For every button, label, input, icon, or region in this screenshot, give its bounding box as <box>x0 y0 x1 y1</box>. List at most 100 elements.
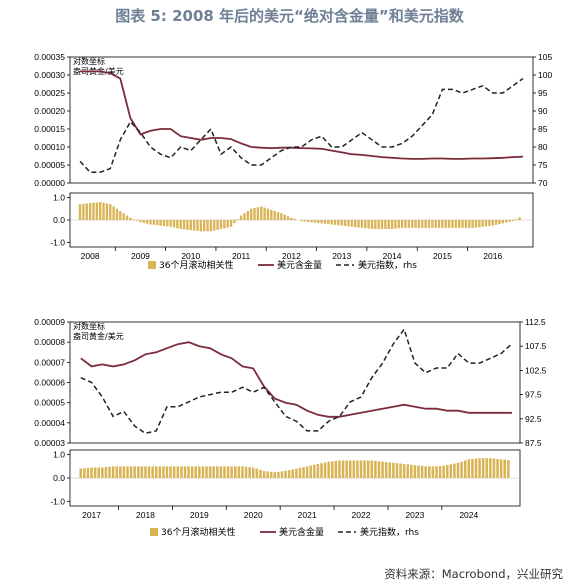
corr-bar <box>492 458 496 478</box>
corr-bar <box>420 465 424 478</box>
right-axis-tick-label: 107.5 <box>525 341 547 351</box>
left-axis-tick-label: 0.00003 <box>34 438 65 448</box>
corr-bar <box>192 220 196 231</box>
axis-annotation: 对数坐标 <box>73 56 105 66</box>
corr-bar <box>276 212 280 220</box>
corr-bar <box>269 471 273 478</box>
corr-bar <box>223 466 226 478</box>
corr-bar <box>139 220 142 223</box>
corr-bar <box>115 208 119 220</box>
corr-bar <box>303 220 307 222</box>
corr-bar <box>90 467 93 478</box>
corr-bar <box>316 464 320 478</box>
x-axis-tick-label: 2016 <box>483 251 502 261</box>
corr-bar <box>370 460 374 478</box>
corr-bar <box>488 220 491 226</box>
corr-bar <box>395 463 399 478</box>
corr-bar <box>270 209 273 220</box>
corr-bar <box>186 220 189 230</box>
corr-bar <box>481 458 485 478</box>
x-axis-tick-label: 2012 <box>282 251 301 261</box>
corr-bar <box>273 472 277 478</box>
corr-bar <box>147 466 151 478</box>
corr-bar <box>394 220 397 229</box>
corr-bar <box>390 220 394 229</box>
corr-bar <box>320 220 323 224</box>
corr-bar <box>345 460 348 478</box>
legend-swatch-corr <box>150 528 158 536</box>
corr-bar <box>417 465 420 478</box>
corr-bar <box>359 460 363 478</box>
corr-bar <box>162 220 166 226</box>
corr-bar <box>348 460 352 478</box>
corr-bar <box>115 466 118 478</box>
corr-bar <box>347 220 350 227</box>
corr-bar <box>374 220 377 229</box>
corr-bar <box>414 220 417 228</box>
corr-bar <box>341 460 345 478</box>
corr-bar <box>280 213 283 220</box>
corr-bar <box>384 220 387 229</box>
main-plot-frame <box>69 56 534 184</box>
corr-bar <box>481 220 484 227</box>
corr-bar <box>356 460 359 478</box>
corr-axis-tick-label: 0.0 <box>53 215 65 225</box>
corr-bar <box>484 220 488 227</box>
corr-bar <box>387 220 390 229</box>
corr-bar <box>255 468 259 478</box>
corr-bar <box>458 220 461 228</box>
corr-bar <box>434 220 437 228</box>
corr-bar <box>323 462 327 478</box>
legend-label-corr: 36个月滚动相关性 <box>161 526 235 538</box>
corr-bar <box>187 466 190 478</box>
corr-bar <box>463 460 467 478</box>
corr-bar <box>145 220 149 224</box>
corr-bar <box>283 214 286 220</box>
corr-bar <box>253 208 256 220</box>
left-axis-tick-label: 0.00015 <box>34 124 65 134</box>
corr-bar <box>99 202 102 220</box>
corr-bar <box>507 460 510 478</box>
corr-bar <box>280 471 284 478</box>
corr-bar <box>424 466 427 478</box>
corr-bar <box>445 465 449 478</box>
corr-axis-tick-label: 1.0 <box>53 193 65 203</box>
corr-bar <box>140 466 144 478</box>
x-axis-tick-label: 2024 <box>459 510 478 520</box>
x-axis-tick-label: 2015 <box>433 251 452 261</box>
corr-bar <box>216 220 219 230</box>
corr-bar <box>189 220 192 231</box>
corr-bar <box>166 220 169 227</box>
corr-bar <box>442 465 445 478</box>
corr-bar <box>331 461 334 478</box>
corr-bar <box>219 466 223 478</box>
corr-bar <box>467 459 471 478</box>
corr-bar <box>515 219 518 220</box>
corr-bar <box>471 458 474 478</box>
corr-bar <box>83 468 86 478</box>
corr-bar <box>266 208 270 220</box>
corr-bar <box>119 466 122 478</box>
corr-bar <box>82 203 85 220</box>
corr-bar <box>122 466 126 478</box>
axis-annotation: 对数坐标 <box>73 321 105 331</box>
corr-bar <box>277 471 280 478</box>
corr-bar <box>508 220 511 222</box>
corr-axis-tick-label: 1.0 <box>53 450 65 460</box>
corr-bar <box>494 220 498 225</box>
right-axis-tick-label: 80 <box>538 142 548 152</box>
corr-bar <box>421 220 424 228</box>
corr-bar <box>208 466 212 478</box>
corr-bar <box>424 220 427 228</box>
corr-bar <box>496 458 499 478</box>
corr-bar <box>380 220 384 229</box>
corr-bar <box>97 467 100 478</box>
left-axis-tick-label: 0.00004 <box>34 418 65 428</box>
corr-bar <box>404 220 407 228</box>
corr-bar <box>343 220 347 226</box>
corr-bar <box>377 461 381 478</box>
corr-axis-tick-label: -1.0 <box>50 496 65 506</box>
corr-bar <box>129 217 132 220</box>
corr-bar <box>176 220 179 229</box>
corr-bar <box>364 220 367 229</box>
